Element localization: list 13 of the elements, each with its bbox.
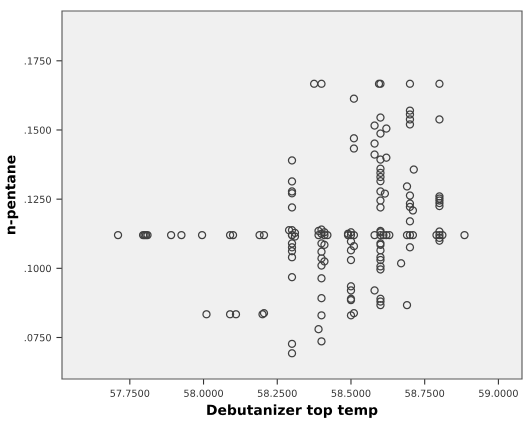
y-tick-label: .0750 <box>24 334 51 342</box>
x-tick-label: 59.0000 <box>479 390 518 397</box>
y-tick-label: .1000 <box>24 264 51 272</box>
x-tick-label: 58.2500 <box>258 390 297 397</box>
x-tick-label: 58.7500 <box>405 390 444 397</box>
y-tick-label: .1750 <box>24 57 51 65</box>
y-axis-title: n-pentane <box>6 156 18 234</box>
y-tick-label: .1500 <box>24 126 51 134</box>
y-tick-label: .1250 <box>24 196 51 203</box>
x-tick-label: 58.5000 <box>332 390 370 397</box>
x-tick-label: 57.7500 <box>110 390 150 397</box>
x-axis-title: Debutanizer top temp <box>207 404 378 418</box>
x-tick-label: 58.0000 <box>184 390 223 397</box>
